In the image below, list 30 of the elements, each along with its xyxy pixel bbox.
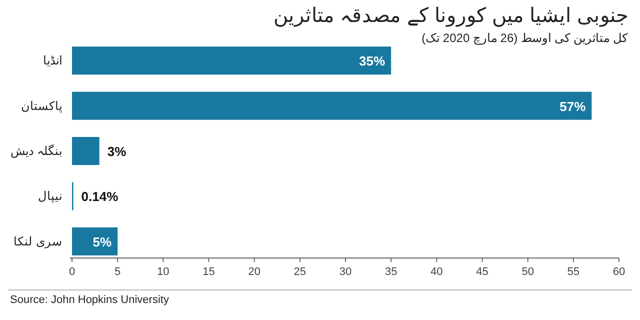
x-tick-label: 10 <box>157 266 170 278</box>
chart-subtitle: کل متاثرین کی اوسط (26 مارچ 2020 تک) <box>422 31 628 45</box>
x-tick-label: 55 <box>567 266 580 278</box>
data-label: 57% <box>560 98 586 114</box>
source-note: Source: John Hopkins University <box>10 294 170 306</box>
x-tick-label: 45 <box>476 266 488 278</box>
y-tick-label: بنگلہ دیش <box>10 144 62 158</box>
x-tick-label: 60 <box>612 266 626 278</box>
y-tick-label: سری لنکا <box>14 234 62 248</box>
data-label: 5% <box>92 234 112 250</box>
bar <box>72 92 592 120</box>
x-tick-label: 5 <box>114 266 121 278</box>
x-tick-label: 30 <box>339 266 352 278</box>
data-label: 0.14% <box>81 189 119 204</box>
x-tick-label: 35 <box>384 266 398 278</box>
data-label: 3% <box>107 144 127 159</box>
x-tick-label: 20 <box>248 266 260 278</box>
bar <box>72 46 392 75</box>
y-tick-label: پاکستان <box>21 98 62 113</box>
bar <box>72 136 100 166</box>
x-tick-label: 50 <box>522 266 534 278</box>
bar <box>72 227 118 256</box>
data-label: 35% <box>359 54 386 69</box>
x-tick-label: 15 <box>202 266 215 278</box>
x-tick-label: 0 <box>68 266 76 278</box>
y-tick-label: انڈیا <box>43 54 62 68</box>
x-tick-label: 25 <box>294 266 306 278</box>
y-tick-label: نیپال <box>38 189 62 204</box>
x-tick-label: 40 <box>430 266 443 278</box>
chart-title: جنوبی ایشیا میں کورونا کے مصدقہ متاثرین <box>274 5 628 27</box>
